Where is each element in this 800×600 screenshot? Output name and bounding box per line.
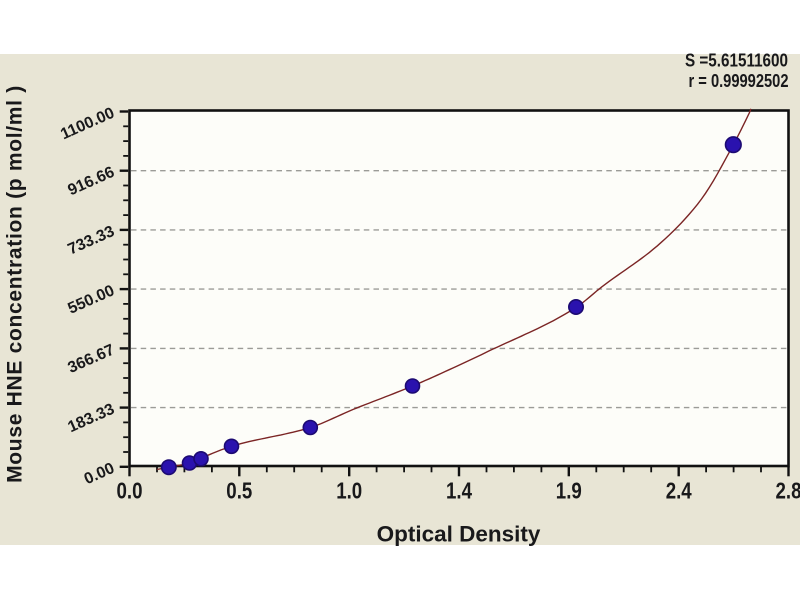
svg-text:S =5.61511600: S =5.61511600 [685,50,788,71]
svg-text:1.0: 1.0 [336,478,362,504]
svg-text:2.8: 2.8 [776,478,800,504]
svg-text:r = 0.99992502: r = 0.99992502 [689,70,789,91]
svg-text:Optical Density: Optical Density [377,522,541,547]
svg-text:Mouse HNE concentration (p mo: Mouse HNE concentration (p mol/ml ) [4,85,27,483]
svg-text:0.0: 0.0 [117,478,143,504]
svg-text:0.5: 0.5 [226,478,252,504]
svg-text:1.4: 1.4 [446,478,472,504]
svg-text:2.4: 2.4 [666,478,692,504]
svg-text:1.9: 1.9 [556,478,582,504]
